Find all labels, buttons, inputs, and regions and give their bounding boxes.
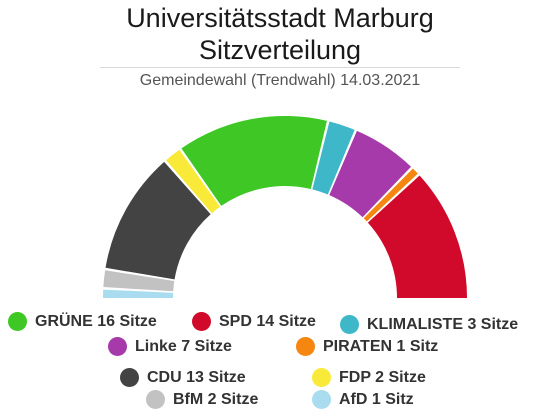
legend-dot-icon [312, 390, 331, 409]
legend-label: SPD 14 Sitze [219, 312, 316, 330]
legend-item-cdu[interactable]: CDU 13 Sitze [120, 368, 246, 387]
legend-item-linke[interactable]: Linke 7 Sitze [108, 337, 232, 356]
legend-item-spd[interactable]: SPD 14 Sitze [192, 312, 316, 331]
legend-item-gr-ne[interactable]: GRÜNE 16 Sitze [8, 312, 157, 331]
seat-segment-piraten [363, 168, 418, 222]
chart-subtitle: Gemeindewahl (Trendwahl) 14.03.2021 [139, 72, 421, 89]
legend-label: KLIMALISTE 3 Sitze [367, 315, 519, 333]
legend-item-bfm[interactable]: BfM 2 Sitze [146, 390, 258, 409]
title-divider [100, 67, 460, 68]
seat-segment-cdu [105, 161, 211, 280]
chart-title: Universitätsstadt Marburg [126, 3, 434, 33]
legend-dot-icon [8, 312, 27, 331]
seat-segment-bfm [103, 270, 175, 292]
legend-label: CDU 13 Sitze [147, 368, 246, 386]
legend-item-klimaliste[interactable]: KLIMALISTE 3 Sitze [340, 315, 518, 334]
legend-dot-icon [296, 337, 315, 356]
legend-dot-icon [146, 390, 165, 409]
legend-label: GRÜNE 16 Sitze [35, 312, 157, 330]
legend-dot-icon [192, 312, 211, 331]
seat-segment-afd [102, 289, 174, 298]
legend-label: PIRATEN 1 Sitz [323, 337, 439, 355]
legend-item-fdp[interactable]: FDP 2 Sitze [312, 368, 426, 387]
seat-segment-linke [329, 130, 412, 218]
seat-segment-klimaliste [312, 121, 355, 195]
legend-label: FDP 2 Sitze [339, 368, 426, 386]
legend-label: BfM 2 Sitze [173, 390, 259, 408]
legend-item-piraten[interactable]: PIRATEN 1 Sitz [296, 337, 438, 356]
legend-dot-icon [120, 368, 139, 387]
legend-label: Linke 7 Sitze [135, 337, 232, 355]
seat-segment-spd [367, 175, 467, 298]
legend-dot-icon [340, 315, 359, 334]
seat-segment-fdp [166, 149, 220, 214]
legend-label: AfD 1 Sitz [339, 390, 414, 408]
legend-item-afd[interactable]: AfD 1 Sitz [312, 390, 414, 409]
seat-segment-gr-ne [181, 115, 327, 206]
legend-dot-icon [108, 337, 127, 356]
chart-title-second-line: Sitzverteilung [198, 35, 362, 65]
legend-dot-icon [312, 368, 331, 387]
